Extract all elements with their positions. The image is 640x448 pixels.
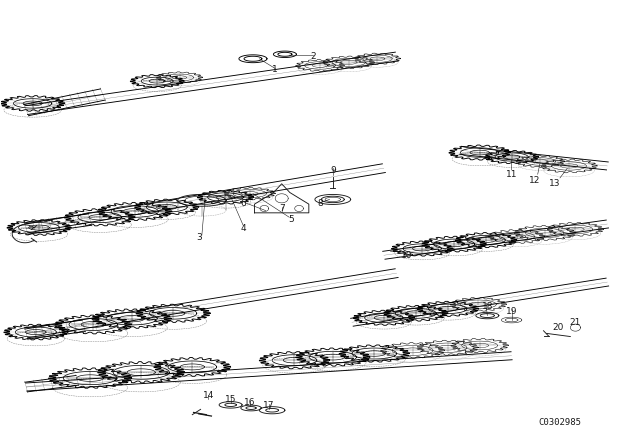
Text: 17: 17 (263, 401, 275, 410)
Text: 15: 15 (225, 395, 236, 404)
Text: 16: 16 (244, 398, 255, 407)
Text: 3: 3 (196, 233, 202, 242)
Text: C0302985: C0302985 (538, 418, 581, 427)
Text: 20: 20 (552, 323, 563, 332)
Text: 19: 19 (506, 306, 517, 315)
Text: 5: 5 (289, 215, 294, 224)
Text: 12: 12 (529, 176, 540, 185)
Text: 7: 7 (279, 204, 285, 213)
Text: 10: 10 (401, 251, 412, 260)
Text: 4: 4 (241, 224, 246, 233)
Text: 13: 13 (549, 179, 561, 188)
Text: 2: 2 (311, 52, 316, 61)
Text: 14: 14 (202, 392, 214, 401)
Text: 18: 18 (481, 302, 493, 311)
Text: 1: 1 (273, 65, 278, 74)
Text: 8: 8 (317, 199, 323, 208)
Text: 6: 6 (241, 199, 246, 208)
Text: 21: 21 (570, 318, 581, 327)
Text: 11: 11 (506, 170, 517, 179)
Text: 9: 9 (330, 166, 335, 175)
